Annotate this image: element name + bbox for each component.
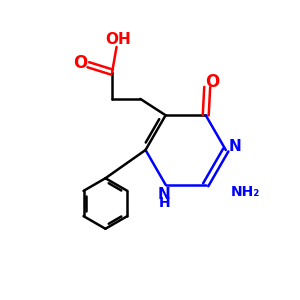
Text: N: N (158, 187, 170, 202)
Text: O: O (73, 54, 87, 72)
Text: H: H (158, 196, 170, 210)
Text: O: O (206, 73, 220, 91)
Text: N: N (229, 139, 242, 154)
Text: NH₂: NH₂ (231, 185, 260, 199)
Text: OH: OH (105, 32, 131, 47)
